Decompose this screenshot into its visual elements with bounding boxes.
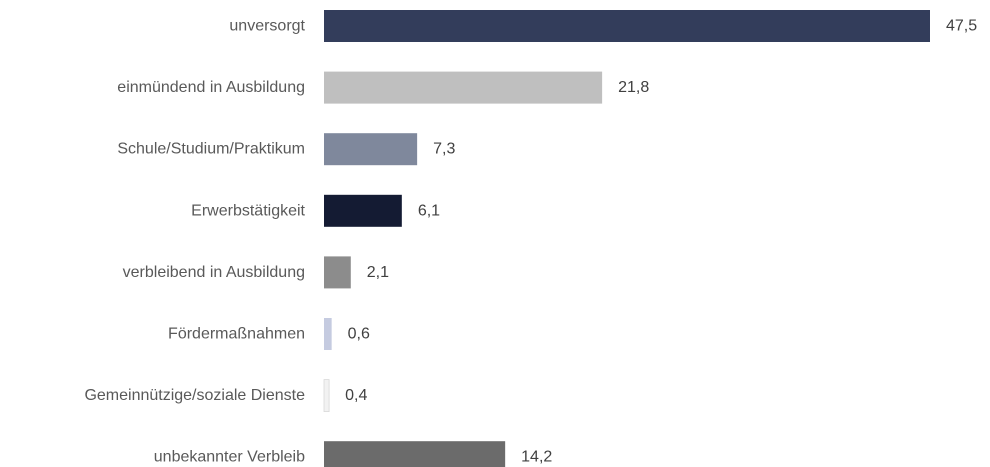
value-label-schule-studium-praktikum: 7,3: [433, 141, 455, 158]
category-label-verbleibend-in-ausbildung: verbleibend in Ausbildung: [123, 264, 305, 281]
category-label-einmuendend-in-ausbildung: einmündend in Ausbildung: [117, 79, 305, 96]
bar-unversorgt: [324, 10, 930, 42]
value-label-unbekannter-verbleib: 14,2: [521, 449, 552, 466]
value-label-einmuendend-in-ausbildung: 21,8: [618, 79, 649, 96]
category-label-unbekannter-verbleib: unbekannter Verbleib: [154, 449, 305, 466]
bar-unbekannter-verbleib: [324, 441, 506, 467]
value-label-gemeinnuetzige-soziale-dienste: 0,4: [345, 387, 367, 404]
category-label-gemeinnuetzige-soziale-dienste: Gemeinnützige/soziale Dienste: [84, 387, 305, 404]
bar-gemeinnuetzige-soziale-dienste: [323, 379, 330, 413]
value-label-foerdermassnahmen: 0,6: [348, 326, 370, 343]
bar-einmuendend-in-ausbildung: [324, 71, 603, 104]
value-label-unversorgt: 47,5: [946, 18, 977, 35]
category-label-foerdermassnahmen: Fördermaßnahmen: [168, 326, 305, 343]
bar-erwerbstaetigkeit: [324, 194, 402, 227]
category-label-schule-studium-praktikum: Schule/Studium/Praktikum: [117, 141, 305, 158]
value-label-verbleibend-in-ausbildung: 2,1: [367, 264, 389, 281]
bar-foerdermassnahmen: [324, 318, 332, 350]
bar-verbleibend-in-ausbildung: [324, 256, 351, 289]
bar-schule-studium-praktikum: [324, 133, 418, 166]
value-label-erwerbstaetigkeit: 6,1: [418, 202, 440, 219]
bars-group: unversorgt 47,5 einmündend in Ausbildung 21…: [84, 10, 977, 467]
category-label-unversorgt: unversorgt: [229, 18, 305, 35]
category-label-erwerbstaetigkeit: Erwerbstätigkeit: [191, 202, 305, 219]
